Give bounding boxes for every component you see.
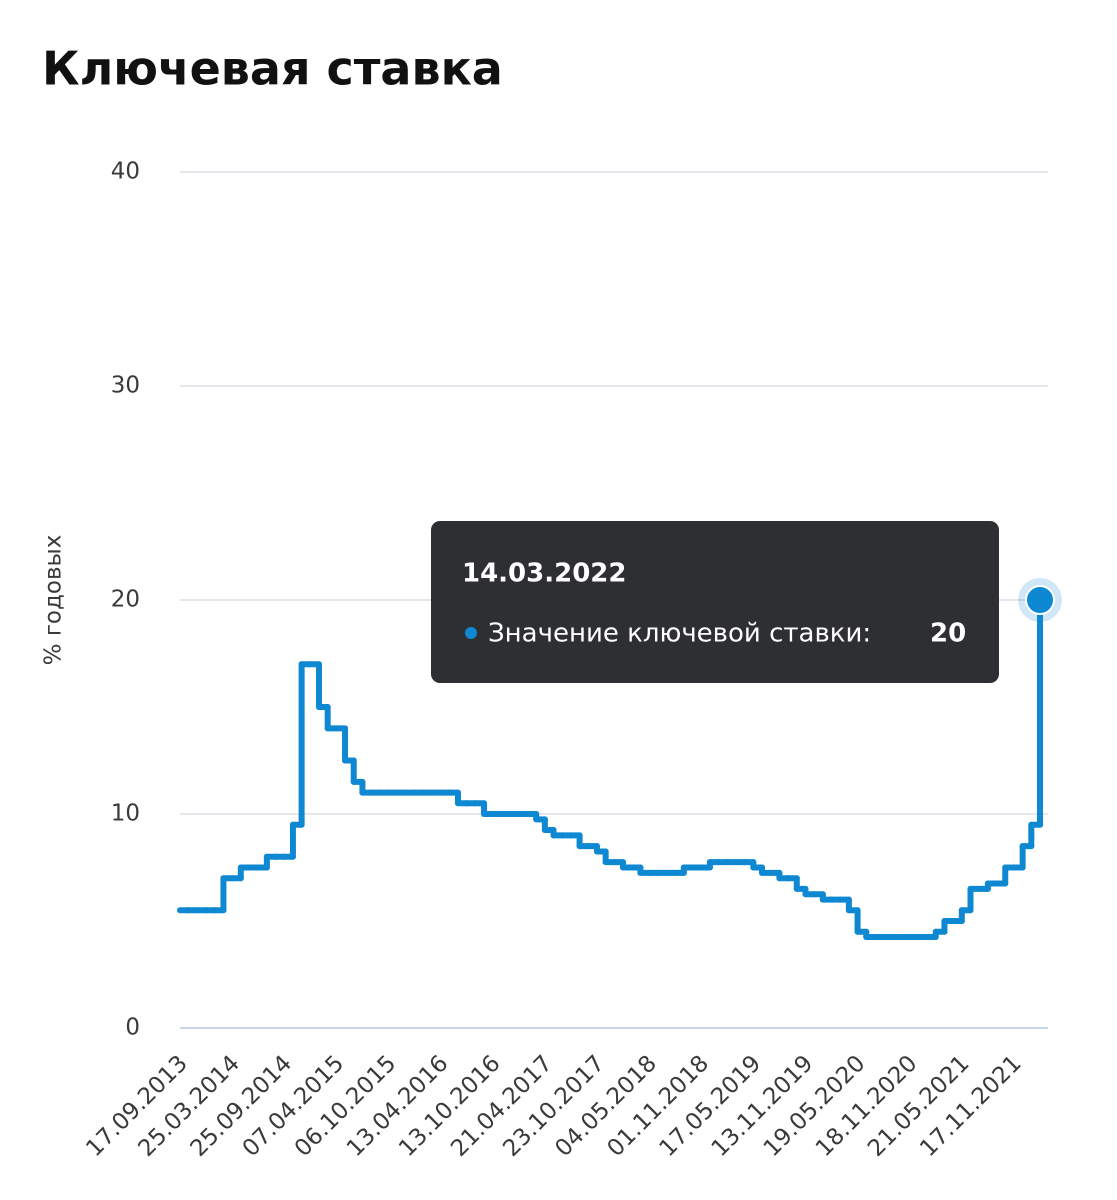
tooltip-box bbox=[431, 521, 999, 683]
tooltip-bullet bbox=[465, 627, 477, 639]
tooltip-value: 20 bbox=[930, 619, 966, 649]
y-tick-label: 20 bbox=[111, 587, 140, 613]
tooltip-label: Значение ключевой ставки: bbox=[488, 619, 871, 649]
y-tick-label: 10 bbox=[111, 801, 140, 827]
y-axis-label: % годовых bbox=[41, 535, 67, 666]
tooltip: 14.03.2022 Значение ключевой ставки: 20 bbox=[431, 521, 999, 683]
chart-title: Ключевая ставка bbox=[42, 42, 503, 96]
y-tick-label: 0 bbox=[125, 1015, 140, 1041]
y-tick-label: 30 bbox=[111, 373, 140, 399]
tooltip-title: 14.03.2022 bbox=[462, 559, 626, 589]
point bbox=[1025, 585, 1055, 615]
y-tick-label: 40 bbox=[111, 159, 140, 185]
